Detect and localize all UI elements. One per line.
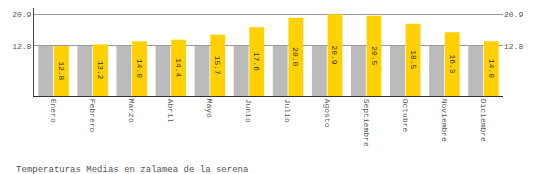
- svg-text:13.2: 13.2: [96, 61, 105, 80]
- svg-text:20.9: 20.9: [504, 10, 523, 19]
- svg-text:Agosto: Agosto: [323, 99, 332, 128]
- svg-text:Abril: Abril: [166, 99, 175, 123]
- svg-text:14.0: 14.0: [487, 59, 496, 78]
- svg-text:Marzo: Marzo: [127, 99, 136, 123]
- svg-text:Julio: Julio: [283, 99, 292, 123]
- svg-text:14.0: 14.0: [135, 59, 144, 78]
- svg-text:14.4: 14.4: [174, 58, 183, 77]
- svg-text:15.7: 15.7: [213, 56, 222, 75]
- svg-text:Octubre: Octubre: [401, 99, 410, 133]
- svg-text:Temperaturas Medias en zalamea: Temperaturas Medias en zalamea de la ser…: [16, 165, 249, 174]
- svg-text:20.9: 20.9: [12, 10, 31, 19]
- svg-text:18.5: 18.5: [409, 50, 418, 69]
- svg-text:Mayo: Mayo: [205, 99, 214, 118]
- svg-text:Enero: Enero: [49, 99, 58, 123]
- svg-text:16.3: 16.3: [448, 55, 457, 74]
- svg-text:12.8: 12.8: [504, 42, 523, 51]
- svg-text:17.6: 17.6: [252, 52, 261, 71]
- svg-text:12.8: 12.8: [12, 42, 31, 51]
- svg-text:20.9: 20.9: [330, 46, 339, 65]
- svg-text:Noviembre: Noviembre: [440, 99, 449, 142]
- svg-text:12.8: 12.8: [57, 61, 66, 80]
- svg-text:Junio: Junio: [244, 99, 253, 123]
- svg-text:Diciembre: Diciembre: [479, 99, 488, 142]
- svg-text:Febrero: Febrero: [88, 99, 97, 133]
- svg-text:20.0: 20.0: [291, 47, 300, 66]
- svg-text:20.5: 20.5: [370, 46, 379, 65]
- svg-text:Septiembre: Septiembre: [362, 99, 371, 147]
